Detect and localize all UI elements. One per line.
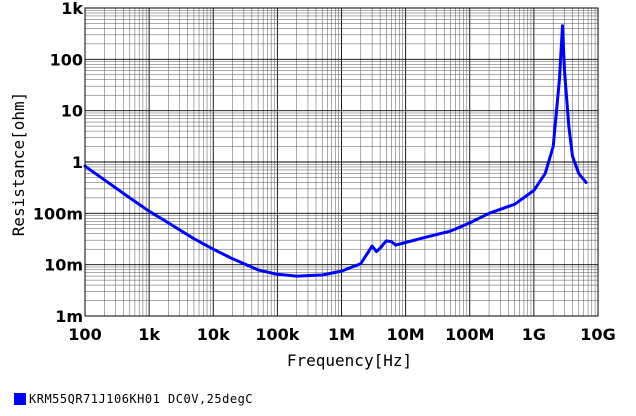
- x-tick-label: 1M: [328, 325, 355, 344]
- y-tick-label: 100m: [33, 204, 83, 223]
- y-tick-label: 1m: [55, 307, 83, 326]
- x-tick-label: 10G: [580, 325, 615, 344]
- x-axis-title: Frequency[Hz]: [287, 351, 412, 370]
- x-tick-label: 1k: [138, 325, 160, 344]
- legend: KRM55QR71J106KH01 DC0V,25degC: [14, 392, 253, 406]
- x-tick-label: 1G: [522, 325, 546, 344]
- y-tick-label: 100: [50, 50, 83, 69]
- resistance-frequency-chart: 100 1k 10k 100k 1M 10M 100M 1G 10G 1m10m100m1101…: [9, 0, 616, 370]
- legend-swatch: [14, 393, 26, 405]
- series-line: [83, 24, 588, 278]
- plot-frame: [84, 7, 599, 317]
- grid: [85, 8, 598, 316]
- y-tick-label: 1k: [61, 0, 83, 18]
- y-axis-title: Resistance[ohm]: [9, 92, 28, 237]
- x-tick-label: 100k: [255, 325, 299, 344]
- y-tick-labels: 1m 10m 100m 1 10 100 1k: [33, 0, 83, 326]
- x-tick-label: 10M: [387, 325, 425, 344]
- x-tick-label: 100: [68, 325, 101, 344]
- y-tick-label: 10: [61, 102, 83, 121]
- x-tick-label: 10k: [197, 325, 230, 344]
- x-tick-label: 100M: [445, 325, 494, 344]
- series-group: [83, 24, 588, 278]
- legend-label: KRM55QR71J106KH01 DC0V,25degC: [29, 392, 254, 406]
- y-tick-label: 1: [72, 153, 83, 172]
- y-tick-label: 10m: [44, 256, 83, 275]
- x-tick-labels: 100 1k 10k 100k 1M 10M 100M 1G 10G: [68, 325, 615, 344]
